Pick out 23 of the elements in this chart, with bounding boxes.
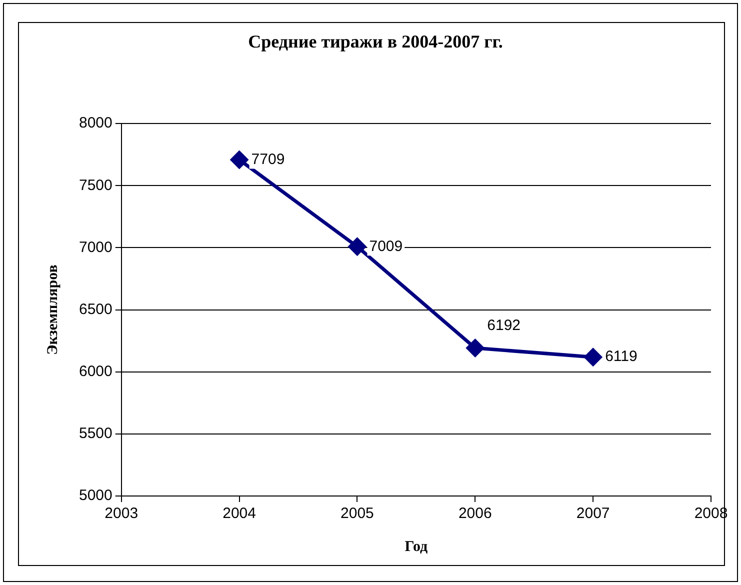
x-tick-label: 2006 bbox=[458, 505, 492, 522]
x-tick-label: 2005 bbox=[340, 505, 374, 522]
data-label: 6192 bbox=[487, 317, 521, 334]
data-label: 6119 bbox=[605, 348, 638, 366]
point bbox=[348, 238, 366, 256]
x-axis-title: Год bbox=[404, 538, 428, 555]
point bbox=[466, 339, 484, 357]
chart-title: Средние тиражи в 2004-2007 гг. bbox=[248, 31, 503, 52]
point bbox=[584, 348, 602, 366]
x-tick-label: 2004 bbox=[222, 505, 256, 522]
y-tick-label: 5500 bbox=[78, 425, 112, 442]
x-tick-label: 2003 bbox=[104, 505, 138, 522]
data-label: 7709 bbox=[251, 150, 285, 168]
y-tick-label: 6000 bbox=[78, 363, 112, 380]
y-axis-title: Экземпляров bbox=[44, 264, 61, 355]
data-label: 7009 bbox=[369, 238, 403, 255]
x-tick-label: 2007 bbox=[576, 505, 610, 522]
y-tick-label: 7500 bbox=[78, 176, 112, 194]
y-tick-label: 7000 bbox=[78, 238, 112, 256]
y-tick-label: 8000 bbox=[78, 114, 112, 132]
y-tick-label: 5000 bbox=[78, 487, 112, 504]
point bbox=[230, 150, 248, 168]
y-tick-label: 6500 bbox=[78, 300, 112, 318]
